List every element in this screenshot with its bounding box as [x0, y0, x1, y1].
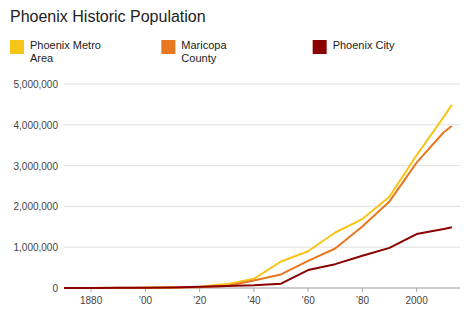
y-tick-label: 1,000,000: [14, 242, 59, 253]
grid-line: [64, 124, 460, 125]
x-tick: [199, 288, 200, 292]
y-tick-label: 0: [52, 283, 58, 294]
y-axis: 0 1,000,000 2,000,000 3,000,000 4,000,000 5,0…: [14, 79, 461, 294]
x-tick-label: 1880: [80, 295, 103, 306]
legend-label-line: County: [181, 52, 216, 64]
y-tick-label: 4,000,000: [14, 120, 59, 131]
legend-label-line: Phoenix City: [333, 39, 395, 51]
grid-line: [64, 84, 460, 85]
title: Phoenix Historic Population: [10, 8, 206, 25]
x-tick-label: ’80: [356, 295, 370, 306]
x-tick-label: 2000: [405, 295, 428, 306]
legend: Phoenix MetroArea MaricopaCounty Phoenix C…: [10, 39, 395, 64]
x-tick: [308, 288, 309, 292]
y-tick-label: 3,000,000: [14, 161, 59, 172]
series-line: [64, 227, 452, 288]
legend-label: MaricopaCounty: [181, 39, 227, 64]
legend-label: Phoenix MetroArea: [30, 39, 101, 64]
x-tick-label: ’60: [301, 295, 315, 306]
chart: Phoenix Historic Population Phoenix Metro…: [0, 0, 474, 316]
grid-line: [64, 206, 460, 207]
lines: [64, 105, 452, 288]
legend-label-line: Phoenix Metro: [30, 39, 101, 51]
y-tick-label: 2,000,000: [14, 201, 59, 212]
legend-swatch: [10, 40, 24, 54]
x-tick: [362, 288, 363, 292]
grid-line: [64, 247, 460, 248]
x-tick: [253, 288, 254, 292]
x-tick: [416, 288, 417, 292]
series-line: [64, 105, 452, 288]
legend-label-line: Maricopa: [181, 39, 227, 51]
x-tick-label: ’20: [193, 295, 207, 306]
x-tick-label: ’40: [247, 295, 261, 306]
legend-swatch: [161, 40, 175, 54]
grid-line: [64, 165, 460, 166]
x-axis: 1880 ’00 ’20 ’40 ’60 ’80 2000: [64, 288, 460, 306]
legend-label: Phoenix City: [333, 39, 395, 51]
legend-label-line: Area: [30, 52, 54, 64]
series-line: [64, 126, 452, 288]
x-tick-label: ’00: [139, 295, 153, 306]
y-tick-label: 5,000,000: [14, 79, 59, 90]
legend-swatch: [313, 40, 327, 54]
